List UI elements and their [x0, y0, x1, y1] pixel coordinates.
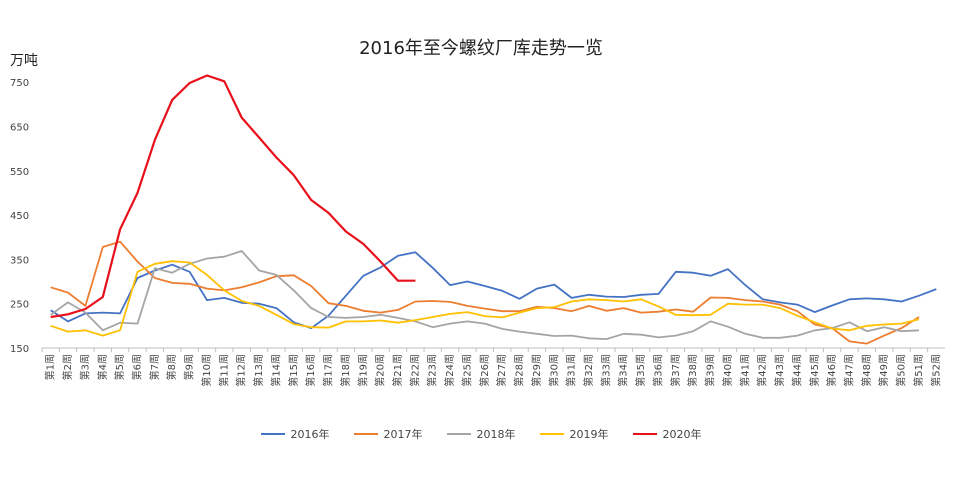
y-tick-labels: 150 250 350 450 550 650 750 — [10, 78, 29, 355]
legend-item: 2017年 — [353, 426, 423, 442]
legend-item: 2018年 — [446, 426, 516, 442]
y-unit-label: 万吨 — [10, 53, 38, 69]
legend-item: 2020年 — [632, 426, 702, 442]
y-tick-label: 550 — [10, 167, 29, 178]
x-tick-label: 第27周 — [495, 354, 508, 387]
series-line-4 — [50, 260, 920, 337]
x-tick-label: 第23周 — [426, 354, 439, 387]
chart-title: 2016年至今螺纹厂库走势一览 — [359, 38, 603, 59]
x-tick-label: 第32周 — [582, 354, 595, 387]
legend-item: 2019年 — [539, 426, 609, 442]
series-lines — [50, 74, 937, 345]
x-tick-label: 第2周 — [61, 354, 74, 380]
x-tick-label: 第51周 — [912, 354, 925, 387]
x-tick-label: 第13周 — [252, 354, 265, 387]
legend-swatch — [632, 433, 657, 435]
legend-label: 2018年 — [476, 428, 516, 441]
x-tick-label: 第44周 — [790, 354, 803, 387]
x-tick-label: 第5周 — [113, 354, 126, 380]
legend: 2016年 2017年 2018年 2019年 2020年 — [0, 426, 962, 442]
x-tick-label: 第46周 — [825, 354, 838, 387]
legend-swatch — [260, 433, 285, 435]
y-tick-label: 750 — [10, 78, 29, 89]
x-tick-label: 第11周 — [217, 354, 230, 387]
x-tick-label: 第36周 — [651, 354, 664, 387]
x-tick-label: 第43周 — [773, 354, 786, 387]
x-tick-label: 第45周 — [808, 354, 821, 387]
x-tick-label: 第19周 — [356, 354, 369, 387]
x-tick-label: 第39周 — [704, 354, 717, 387]
x-tick-label: 第20周 — [374, 354, 387, 387]
x-tick-label: 第21周 — [391, 354, 404, 387]
x-tick-label: 第3周 — [78, 354, 91, 380]
x-tick-label: 第40周 — [721, 354, 734, 387]
x-tick-label: 第10周 — [200, 354, 213, 387]
x-tick-label: 第12周 — [235, 354, 248, 387]
line-chart: 150 250 350 450 550 650 750 第1周 第2周 第3周 第4周 第5周 第6周… — [10, 74, 945, 387]
x-tick-label: 第14周 — [269, 354, 282, 387]
x-tick-labels: 第1周 第2周 第3周 第4周 第5周 第6周 第7周 第8周 第9周 第10周 第11周 第12周第… — [41, 348, 942, 387]
legend-swatch — [539, 433, 564, 435]
x-tick-label: 第9周 — [183, 354, 196, 380]
x-tick-label: 第26周 — [478, 354, 491, 387]
x-tick-label: 第35周 — [634, 354, 647, 387]
legend-label: 2020年 — [662, 428, 702, 441]
x-tick-label: 第50周 — [895, 354, 908, 387]
x-tick-label: 第28周 — [513, 354, 526, 387]
x-tick-label: 第41周 — [738, 354, 751, 387]
x-tick-label: 第15周 — [287, 354, 300, 387]
legend-label: 2016年 — [290, 428, 330, 441]
x-tick-label: 第30周 — [547, 354, 560, 387]
x-tick-label: 第22周 — [408, 354, 421, 387]
x-tick-label: 第47周 — [842, 354, 855, 387]
x-tick-label: 第7周 — [148, 354, 161, 380]
y-tick-label: 450 — [10, 211, 29, 222]
x-tick-label: 第8周 — [165, 354, 178, 380]
y-tick-label: 350 — [10, 255, 29, 266]
x-tick-label: 第17周 — [322, 354, 335, 387]
legend-swatch — [446, 433, 471, 435]
x-tick-label: 第33周 — [599, 354, 612, 387]
legend-label: 2019年 — [569, 428, 609, 441]
x-tick-label: 第25周 — [460, 354, 473, 387]
x-tick-label: 第18周 — [339, 354, 352, 387]
y-tick-label: 250 — [10, 300, 29, 311]
x-tick-label: 第34周 — [617, 354, 630, 387]
x-tick-label: 第16周 — [304, 354, 317, 387]
x-tick-label: 第4周 — [96, 354, 109, 380]
x-tick-label: 第29周 — [530, 354, 543, 387]
legend-swatch — [353, 433, 378, 435]
x-tick-label: 第49周 — [877, 354, 890, 387]
series-line-3 — [50, 250, 920, 340]
x-tick-label: 第6周 — [131, 354, 144, 380]
y-tick-label: 150 — [10, 344, 29, 355]
x-tick-label: 第37周 — [669, 354, 682, 387]
legend-label: 2017年 — [383, 428, 423, 441]
x-tick-label: 第1周 — [44, 354, 57, 380]
x-tick-label: 第52周 — [929, 354, 942, 387]
legend-item: 2016年 — [260, 426, 330, 442]
series-line-2 — [50, 240, 920, 345]
y-tick-label: 650 — [10, 122, 29, 133]
x-tick-label: 第42周 — [756, 354, 769, 387]
x-tick-label: 第38周 — [686, 354, 699, 387]
x-tick-label: 第31周 — [565, 354, 578, 387]
x-tick-label: 第48周 — [860, 354, 873, 387]
x-tick-label: 第24周 — [443, 354, 456, 387]
series-line-5 — [50, 74, 416, 319]
